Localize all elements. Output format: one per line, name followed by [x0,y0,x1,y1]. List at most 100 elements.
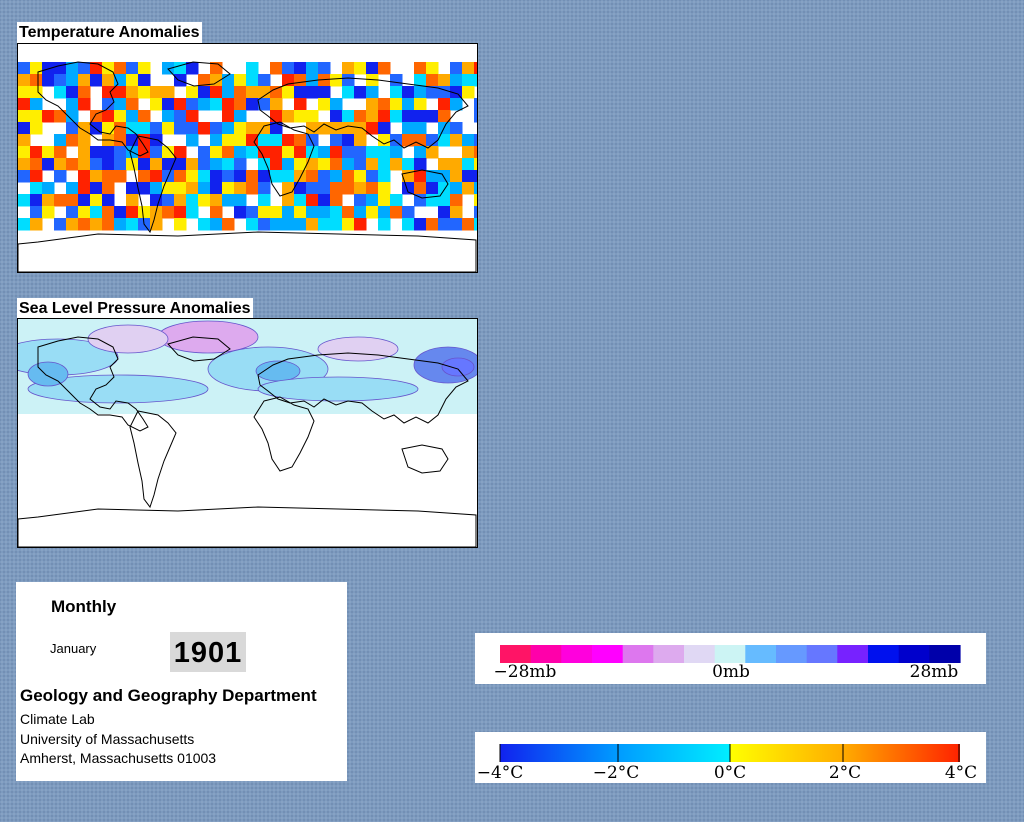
temperature-cell [162,122,175,135]
pressure-legend-swatch [561,645,593,663]
temperature-cell [390,86,403,99]
temperature-cell [18,62,31,75]
temperature-cell [450,62,463,75]
pressure-legend-swatch [530,645,562,663]
temperature-cell [18,218,31,231]
temperature-cell [198,74,211,87]
temperature-cell [234,194,247,207]
pressure-legend-swatch [592,645,624,663]
temperature-cell [462,170,475,183]
temperature-cell [198,194,211,207]
temperature-cell [30,218,43,231]
temperature-cell [78,86,91,99]
temperature-cell [306,206,319,219]
coastline [167,61,231,87]
temperature-cell [390,74,403,87]
coastline [18,231,477,272]
temperature-cell [66,194,79,207]
temperature-cell [126,158,139,171]
temperature-cell [138,62,151,75]
pressure-contour [157,320,259,354]
coastline [37,336,149,432]
temperature-cell [246,122,259,135]
temperature-cell [138,74,151,87]
temperature-cell [66,62,79,75]
temperature-cell [174,122,187,135]
temperature-cell [162,98,175,111]
temperature-cell [210,182,223,195]
temperature-cell [378,170,391,183]
temperature-cell [114,110,127,123]
pressure-anomaly-map [17,318,478,548]
temp-legend-label-0: 0°C [714,763,746,783]
temperature-cell [102,98,115,111]
temperature-cell [210,74,223,87]
temperature-cell [474,134,477,147]
temperature-cell [438,170,451,183]
month-label: January [50,641,97,656]
temperature-cell [30,170,43,183]
temperature-cell [438,182,451,195]
temperature-cell [234,74,247,87]
temperature-cell [318,122,331,135]
temperature-cell [186,134,199,147]
temperature-cell [330,182,343,195]
temperature-cell [258,134,271,147]
temperature-cell [222,134,235,147]
temperature-cell [318,98,331,111]
temperature-cell [90,206,103,219]
temperature-cell [318,206,331,219]
university-name: University of Massachusetts [20,731,195,747]
temperature-cell [390,134,403,147]
temperature-cell [294,98,307,111]
temperature-cell [138,146,151,159]
temperature-cell [378,158,391,171]
temperature-cell [318,158,331,171]
temperature-cell [90,146,103,159]
temperature-cell [438,110,451,123]
temperature-cell [342,86,355,99]
temperature-cell [390,158,403,171]
temperature-cell [426,74,439,87]
temperature-cell [30,74,43,87]
temperature-cell [474,110,477,123]
temperature-cell [138,158,151,171]
temperature-cell [318,62,331,75]
temperature-cell [426,146,439,159]
temperature-anomaly-map [17,43,478,273]
temperature-cell [18,74,31,87]
temperature-cell [102,170,115,183]
lab-name: Climate Lab [20,711,95,727]
temperature-cell [246,146,259,159]
temp-legend-label-2: 2°C [829,763,861,783]
temperature-cell [354,158,367,171]
temperature-cell [90,158,103,171]
temperature-cell [342,170,355,183]
temperature-cell [318,146,331,159]
temperature-cell [54,170,67,183]
temperature-cell [378,218,391,231]
temperature-cell [150,170,163,183]
temperature-cell [330,74,343,87]
temperature-cell [414,110,427,123]
temperature-cell [270,218,283,231]
coastline [257,352,469,424]
temperature-cell [354,62,367,75]
temperature-cell [174,194,187,207]
temperature-cell [114,206,127,219]
temperature-cell [66,122,79,135]
temperature-cell [282,182,295,195]
temperature-cell [306,62,319,75]
temperature-cell [234,146,247,159]
temperature-cell [198,122,211,135]
temperature-cell [294,158,307,171]
temperature-cell [258,86,271,99]
temperature-cell [102,146,115,159]
temperature-cell [438,158,451,171]
pressure-legend-max: 28mb [910,662,959,682]
pressure-legend-swatch [500,645,532,663]
temperature-cell [138,206,151,219]
temperature-cell [78,218,91,231]
pressure-map-title: Sea Level Pressure Anomalies [17,298,253,319]
temperature-cell [66,182,79,195]
